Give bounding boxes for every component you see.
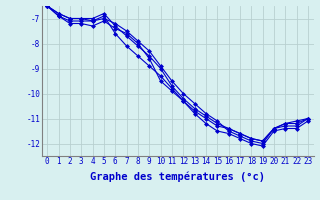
X-axis label: Graphe des températures (°c): Graphe des températures (°c) [90, 172, 265, 182]
